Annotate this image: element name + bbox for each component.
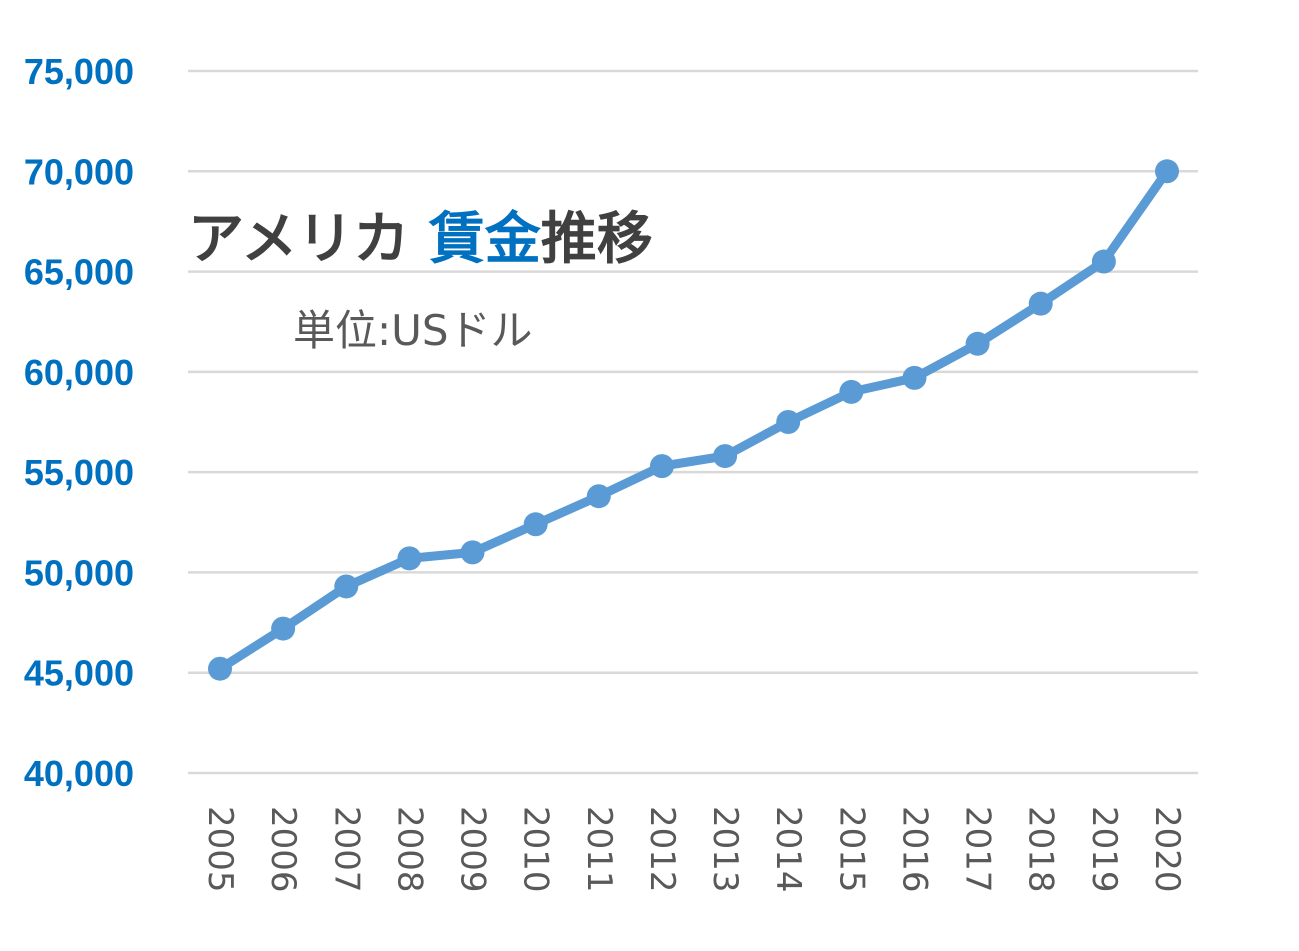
x-tick-label: 2008 (389, 806, 429, 893)
data-point (397, 546, 422, 571)
x-tick-label: 2016 (894, 806, 934, 893)
y-tick-label: 40,000 (24, 753, 134, 794)
title-accent-text: 賃金 (428, 207, 542, 272)
x-tick-label: 2017 (958, 806, 998, 893)
x-tick-label: 2011 (579, 806, 619, 893)
y-axis-ticks: 75,000 70,000 65,000 60,000 55,000 50,000 45,0… (24, 51, 134, 794)
x-tick-label: 2005 (200, 806, 240, 893)
x-tick-label: 2010 (516, 806, 556, 893)
data-point (776, 410, 801, 434)
x-tick-label: 2007 (326, 806, 366, 893)
data-point (334, 574, 359, 599)
chart-title: アメリカ 賃金推移 (188, 207, 653, 272)
x-tick-label: 2006 (263, 806, 303, 893)
data-point (271, 616, 296, 641)
data-point (1028, 291, 1053, 316)
y-tick-label: 45,000 (24, 653, 134, 694)
data-point (1091, 249, 1116, 274)
x-tick-label: 2014 (768, 806, 808, 893)
data-point (1155, 159, 1179, 184)
data-point (902, 365, 927, 390)
data-point (460, 540, 485, 565)
wage-series-line (215, 166, 1172, 674)
data-points (208, 159, 1179, 681)
y-tick-label: 65,000 (24, 252, 134, 293)
x-tick-label: 2020 (1147, 806, 1187, 893)
x-tick-label: 2015 (831, 806, 871, 893)
data-point (208, 656, 232, 681)
data-point (649, 454, 674, 479)
gridlines (188, 69, 1198, 775)
title-text: 推移 (541, 207, 653, 272)
y-tick-label: 50,000 (24, 552, 134, 593)
x-tick-label: 2018 (1021, 806, 1061, 893)
data-point (839, 379, 864, 404)
y-tick-label: 55,000 (24, 452, 134, 493)
data-point (523, 512, 548, 537)
x-tick-label: 2013 (705, 806, 745, 893)
x-axis-ticks: 2005 2006 2007 2008 2009 2010 2011 2012 2013 2014… (200, 806, 1187, 893)
x-tick-label: 2009 (453, 806, 493, 893)
title-text: アメリカ (188, 207, 429, 272)
data-point (965, 331, 990, 356)
x-tick-label: 2019 (1084, 806, 1124, 893)
y-tick-label: 60,000 (24, 352, 134, 393)
unit-label: 単位:USドル (293, 306, 533, 355)
y-tick-label: 70,000 (24, 151, 134, 192)
x-tick-label: 2012 (642, 806, 682, 893)
y-tick-label: 75,000 (24, 51, 134, 92)
data-point (713, 444, 738, 469)
data-point (586, 484, 611, 509)
